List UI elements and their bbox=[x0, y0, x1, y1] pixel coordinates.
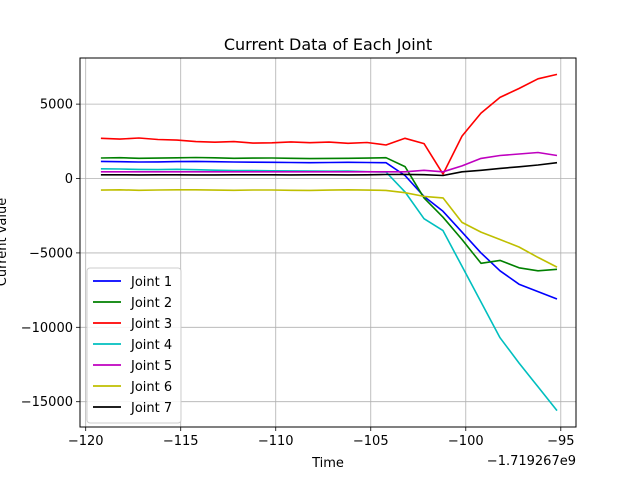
x-axis-offset-label: −1.719267e9 bbox=[487, 454, 576, 469]
series-line-joint-6 bbox=[100, 189, 558, 268]
series-line-joint-5 bbox=[100, 151, 558, 173]
y-axis-ticks: −15000 −10000 −5000 0 5000 bbox=[21, 98, 80, 410]
legend-label-joint-2: Joint 2 bbox=[130, 296, 172, 311]
y-tick-label: 5000 bbox=[40, 98, 73, 113]
x-tick-label: −115 bbox=[163, 434, 199, 449]
legend-label-joint-3: Joint 3 bbox=[130, 317, 172, 332]
y-tick-label: 0 bbox=[65, 172, 73, 187]
plot-frame bbox=[79, 57, 577, 428]
x-tick-label: −95 bbox=[547, 434, 574, 449]
legend: Joint 1 Joint 2 Joint 3 Joint 4 Joint 5 Joint… bbox=[86, 267, 182, 424]
series-line-joint-1 bbox=[100, 160, 558, 300]
y-axis-label: Current value bbox=[0, 198, 10, 286]
x-axis-label: Time bbox=[311, 456, 344, 471]
series-line-joint-3 bbox=[100, 73, 558, 175]
legend-label-joint-6: Joint 6 bbox=[130, 380, 172, 395]
legend-label-joint-5: Joint 5 bbox=[130, 359, 172, 374]
x-tick-label: −110 bbox=[258, 434, 294, 449]
legend-label-joint-4: Joint 4 bbox=[130, 338, 172, 353]
y-tick-label: −5000 bbox=[29, 246, 73, 261]
x-tick-label: −120 bbox=[68, 434, 104, 449]
legend-label-joint-1: Joint 1 bbox=[130, 275, 172, 290]
legend-box bbox=[86, 267, 182, 424]
series-line-joint-2 bbox=[100, 156, 558, 272]
y-tick-label: −15000 bbox=[21, 395, 73, 410]
series-lines bbox=[100, 73, 558, 412]
x-tick-label: −100 bbox=[448, 434, 484, 449]
chart-title: Current Data of Each Joint bbox=[224, 35, 432, 54]
series-line-joint-7 bbox=[100, 161, 558, 177]
legend-label-joint-7: Joint 7 bbox=[130, 401, 172, 416]
y-tick-label: −10000 bbox=[21, 321, 73, 336]
x-axis-ticks: −120 −115 −110 −105 −100 −95 bbox=[68, 427, 575, 449]
x-tick-label: −105 bbox=[353, 434, 389, 449]
